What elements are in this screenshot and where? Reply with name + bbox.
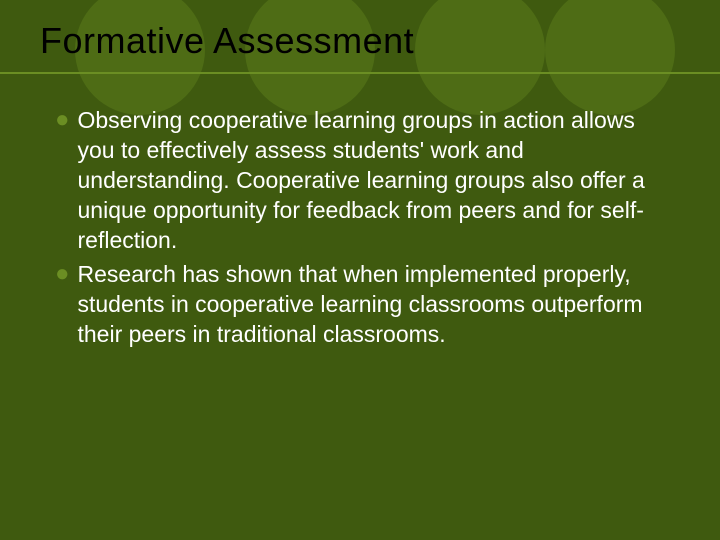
title-area: Formative Assessment bbox=[0, 0, 720, 70]
bullet-icon: ● bbox=[55, 259, 70, 289]
bullet-text: Observing cooperative learning groups in… bbox=[78, 105, 666, 255]
slide-title: Formative Assessment bbox=[40, 20, 680, 62]
bullet-icon: ● bbox=[55, 105, 70, 135]
bullet-text: Research has shown that when implemented… bbox=[78, 259, 666, 349]
bullet-item: ● Research has shown that when implement… bbox=[55, 259, 665, 349]
content-area: ● Observing cooperative learning groups … bbox=[0, 70, 720, 349]
bullet-item: ● Observing cooperative learning groups … bbox=[55, 105, 665, 255]
